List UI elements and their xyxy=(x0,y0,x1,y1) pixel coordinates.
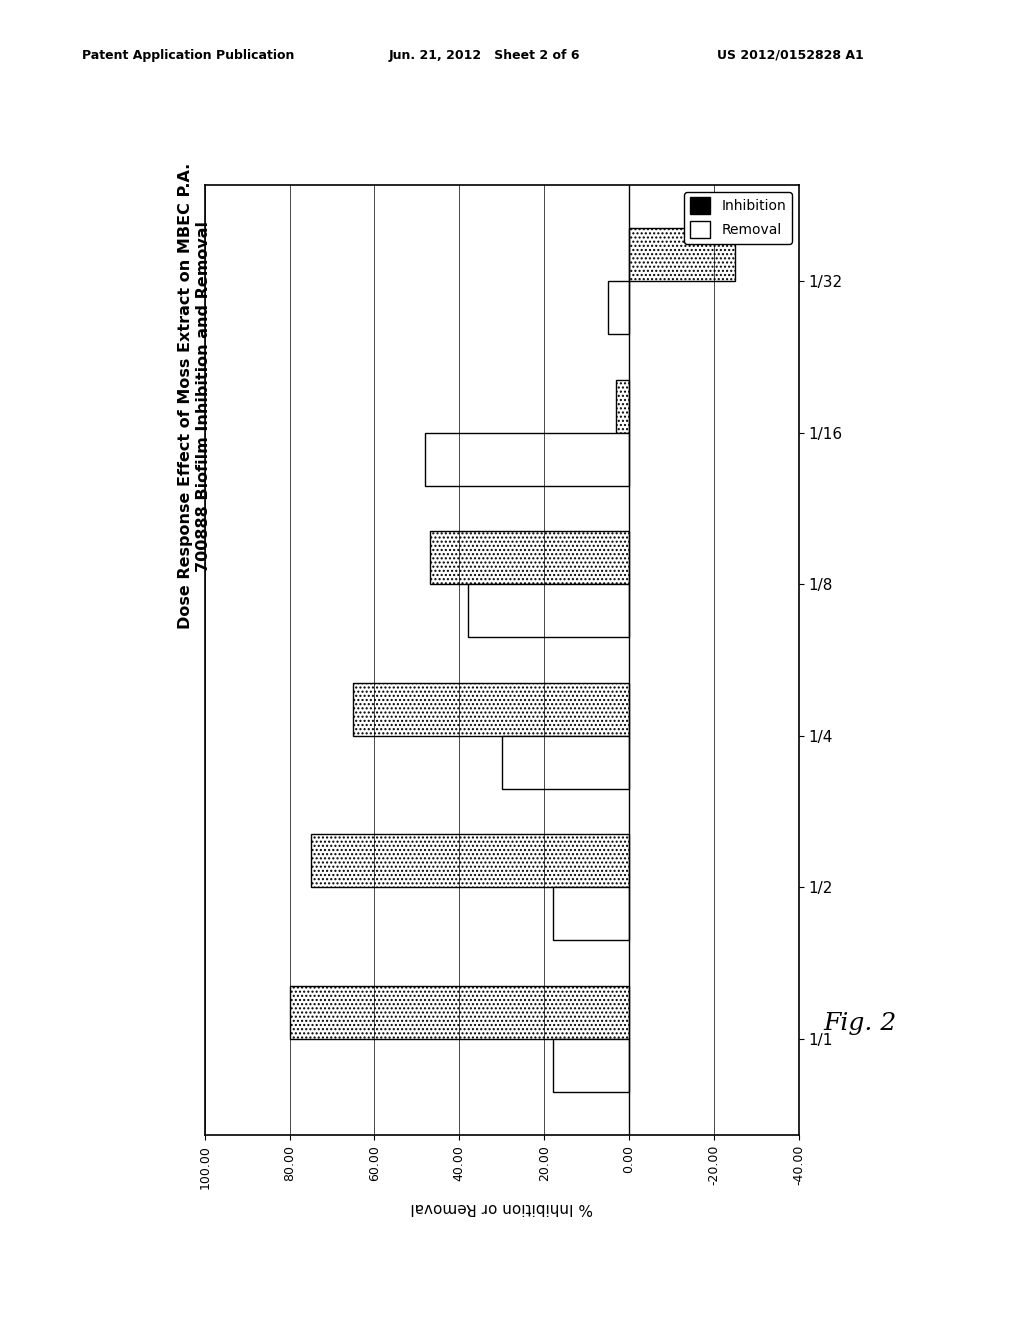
Bar xyxy=(629,228,735,281)
Bar xyxy=(353,682,629,735)
Bar xyxy=(425,433,629,486)
Bar xyxy=(553,1039,629,1092)
Bar xyxy=(311,834,629,887)
Bar xyxy=(553,887,629,940)
X-axis label: % Inhibition or Removal: % Inhibition or Removal xyxy=(411,1200,593,1214)
Text: Fig. 2: Fig. 2 xyxy=(823,1011,897,1035)
Bar xyxy=(608,281,629,334)
Legend: Inhibition, Removal: Inhibition, Removal xyxy=(684,191,792,244)
Text: US 2012/0152828 A1: US 2012/0152828 A1 xyxy=(717,49,863,62)
Bar xyxy=(430,531,629,585)
Text: Jun. 21, 2012   Sheet 2 of 6: Jun. 21, 2012 Sheet 2 of 6 xyxy=(389,49,581,62)
Bar xyxy=(502,735,629,789)
Bar xyxy=(468,585,629,638)
Text: Patent Application Publication: Patent Application Publication xyxy=(82,49,294,62)
Bar xyxy=(290,986,629,1039)
Text: Dose Response Effect of Moss Extract on MBEC P.A.
700888 Biofilm Inhibition and : Dose Response Effect of Moss Extract on … xyxy=(178,162,211,630)
Bar xyxy=(616,380,629,433)
